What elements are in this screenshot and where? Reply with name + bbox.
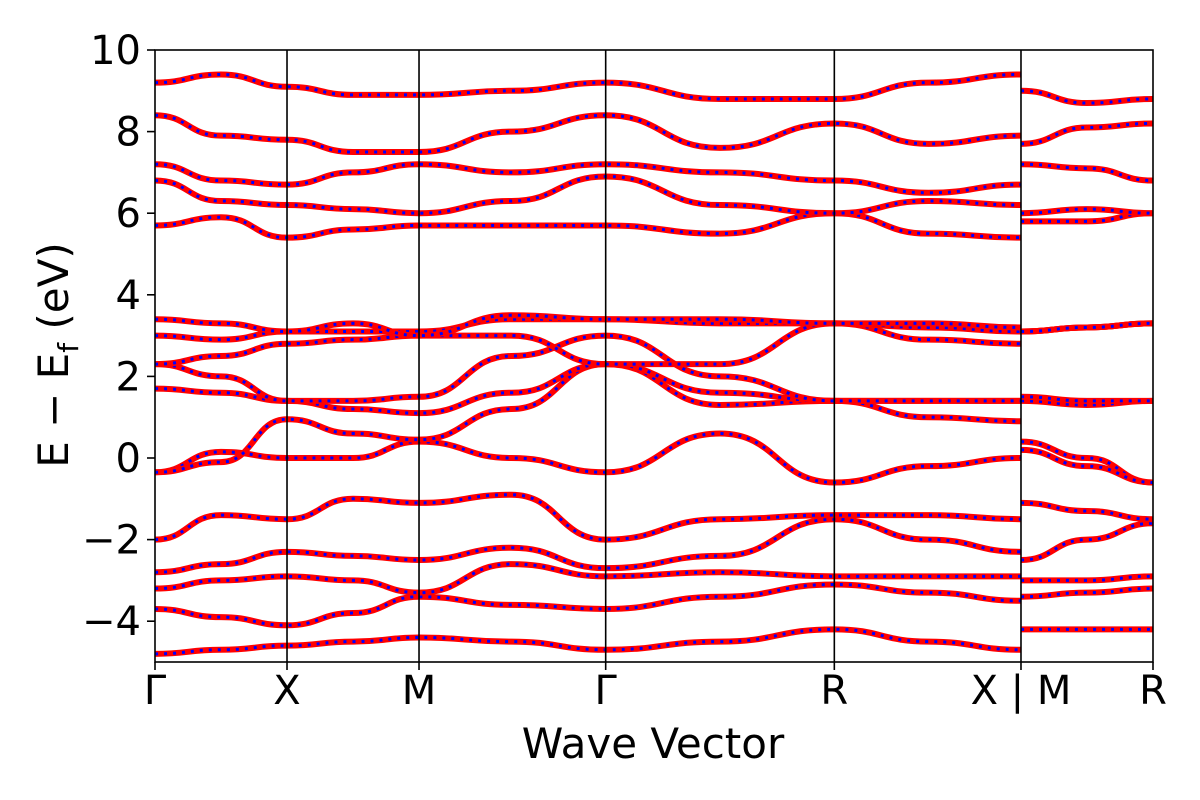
x-tick-label-3: M xyxy=(402,668,437,714)
band-17-seg-2 xyxy=(1020,87,1153,107)
y-tick-label-3: 0 xyxy=(116,436,141,482)
band-6-seg-1 xyxy=(155,430,1021,486)
y-axis-label-sub: f xyxy=(52,342,85,353)
band-8-seg-1 xyxy=(155,361,1021,417)
band-5-seg-2 xyxy=(1020,499,1153,523)
y-axis-label: E − Ef (eV) xyxy=(29,242,85,468)
band-15-seg-2 xyxy=(1020,161,1153,184)
band-8-seg-1-overlay xyxy=(155,362,1021,415)
band-17-seg-1-overlay xyxy=(155,72,1021,101)
band-9-seg-1-overlay xyxy=(155,334,1021,403)
x-axis-label: Wave Vector xyxy=(522,719,785,768)
x-tick-label-6: X | M xyxy=(971,668,1072,714)
y-tick-label-5: 4 xyxy=(116,273,141,319)
plot-frame xyxy=(154,49,1154,663)
y-tick-label-6: 6 xyxy=(116,191,141,237)
y-tick-label-4: 2 xyxy=(116,354,141,400)
band-2-seg-1 xyxy=(155,581,1021,629)
band-17-seg-1 xyxy=(155,71,1021,102)
band-16-seg-2 xyxy=(1020,120,1153,147)
high-symmetry-lines xyxy=(286,50,1022,662)
x-tick-label-2: X xyxy=(273,668,300,714)
band-4-seg-2 xyxy=(1020,520,1153,563)
band-4-seg-1 xyxy=(155,516,1021,576)
band-1-seg-1-overlay xyxy=(155,627,1021,656)
x-tick-label-7: R xyxy=(1139,668,1167,714)
band-12-seg-1-overlay xyxy=(155,313,1021,338)
band-3-seg-2-overlay xyxy=(1020,574,1153,582)
band-3-seg-1-overlay xyxy=(155,562,1021,595)
band-14-seg-2-overlay xyxy=(1020,207,1153,215)
band-16-seg-1-overlay xyxy=(155,113,1021,154)
band-7-seg-2 xyxy=(1020,446,1153,486)
y-tick-label-1: −4 xyxy=(82,599,141,645)
y-tick-label-2: −2 xyxy=(82,518,141,564)
band-2-seg-2-overlay xyxy=(1020,587,1153,599)
band-15-seg-1 xyxy=(155,161,1021,196)
band-16-seg-1 xyxy=(155,112,1021,156)
y-axis-label-unit: (eV) xyxy=(29,242,78,329)
band-13-seg-1 xyxy=(155,210,1021,241)
y-axis-label-main: E − E xyxy=(29,353,78,468)
x-axis-ticks: Γ X M Γ R X | M R xyxy=(144,662,1167,714)
band-lines xyxy=(155,71,1153,657)
y-tick-label-8: 10 xyxy=(90,28,141,74)
x-tick-label-5: R xyxy=(820,668,848,714)
band-14-seg-1 xyxy=(155,173,1021,217)
band-6-seg-1-overlay xyxy=(155,432,1021,484)
x-tick-label-1: Γ xyxy=(144,668,167,714)
band-9-seg-2-overlay xyxy=(1020,395,1153,403)
y-axis-ticks: −4 −2 0 2 4 6 8 10 xyxy=(82,28,155,645)
band-5-seg-1-overlay xyxy=(155,493,1021,542)
x-tick-label-4: Γ xyxy=(595,668,618,714)
band-12-seg-2-overlay xyxy=(1020,321,1153,334)
band-6-seg-2 xyxy=(1020,438,1153,486)
y-tick-label-7: 8 xyxy=(116,110,141,156)
